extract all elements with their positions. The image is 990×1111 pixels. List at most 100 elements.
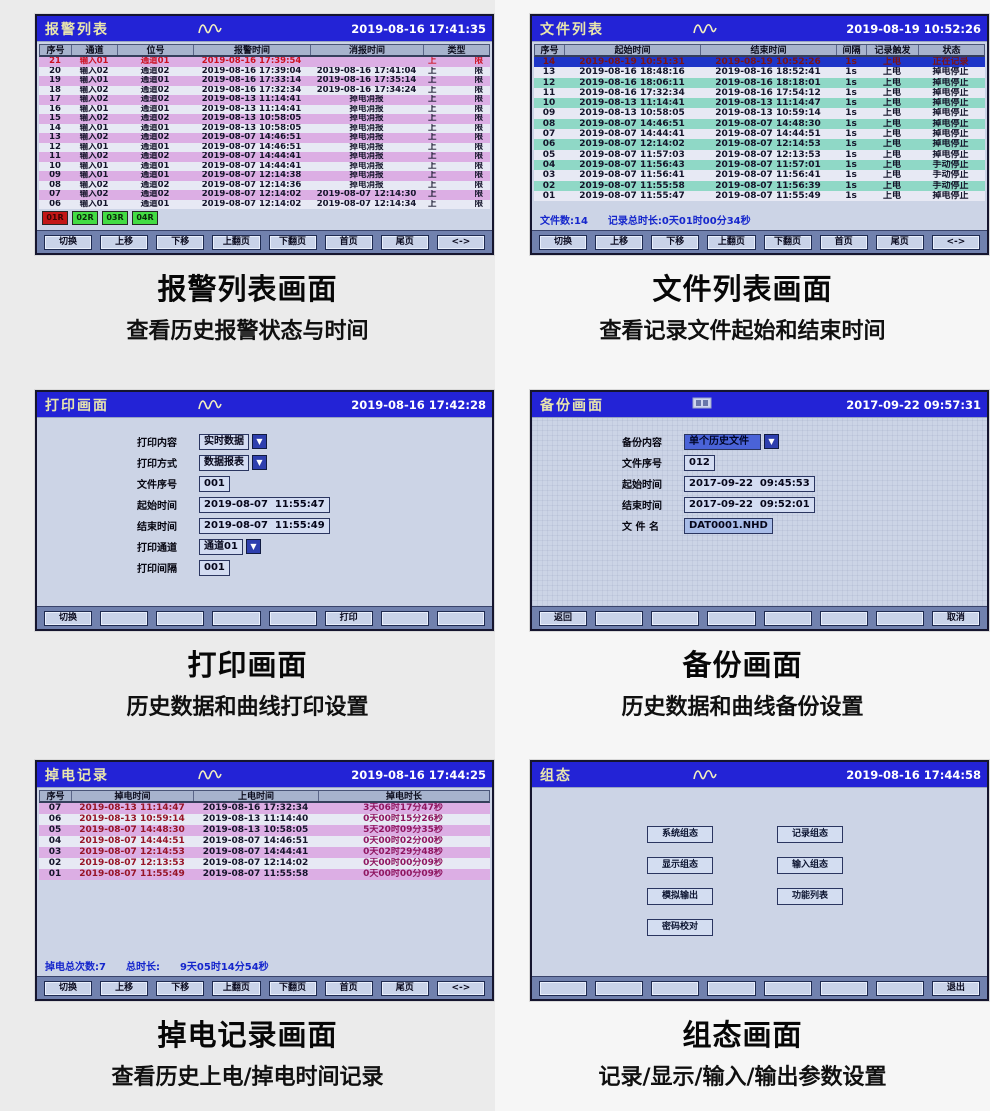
file-row[interactable]: 13 2019-08-16 18:48:16 2019-08-16 18:52:… xyxy=(534,67,985,78)
function-button[interactable]: 切换 xyxy=(44,980,93,996)
function-button[interactable]: 上翻页 xyxy=(212,234,261,250)
function-button[interactable]: 取消 xyxy=(931,610,980,626)
file-row[interactable]: 06 2019-08-07 12:14:02 2019-08-07 12:14:… xyxy=(534,139,985,150)
alarm-row[interactable]: 10 输入01 通道01 2019-08-07 14:44:41 掉电消报 上限 xyxy=(39,161,490,171)
field-value[interactable]: 001 xyxy=(199,475,230,492)
function-button[interactable] xyxy=(380,610,429,626)
file-row[interactable]: 04 2019-08-07 11:56:43 2019-08-07 11:57:… xyxy=(534,159,985,171)
alarm-row[interactable]: 11 输入02 通道02 2019-08-07 14:44:41 掉电消报 上限 xyxy=(39,152,490,162)
function-button[interactable]: 下翻页 xyxy=(763,234,812,250)
config-menu-button[interactable]: 显示组态 xyxy=(647,857,713,874)
function-button[interactable]: 上移 xyxy=(100,234,149,250)
file-row[interactable]: 09 2019-08-13 10:58:05 2019-08-13 10:59:… xyxy=(534,108,985,119)
function-button[interactable] xyxy=(651,610,700,626)
config-menu-button[interactable]: 密码校对 xyxy=(647,919,713,936)
alarm-row[interactable]: 18 输入02 通道02 2019-08-16 17:32:34 2019-08… xyxy=(39,85,490,95)
alarm-row[interactable]: 20 输入02 通道02 2019-08-16 17:39:04 2019-08… xyxy=(39,66,490,76)
function-button[interactable]: 退出 xyxy=(931,980,980,996)
function-button[interactable]: 切换 xyxy=(539,234,588,250)
config-menu-button[interactable]: 记录组态 xyxy=(777,826,843,843)
field-value[interactable]: 2017-09-22 09:45:53 xyxy=(684,475,815,492)
file-row[interactable]: 05 2019-08-07 11:57:03 2019-08-07 12:13:… xyxy=(534,149,985,160)
file-row[interactable]: 02 2019-08-07 11:55:58 2019-08-07 11:56:… xyxy=(534,180,985,191)
function-button[interactable] xyxy=(763,610,812,626)
config-menu-button[interactable]: 模拟输出 xyxy=(647,888,713,905)
function-button[interactable] xyxy=(539,980,588,996)
file-row[interactable]: 11 2019-08-16 17:32:34 2019-08-16 17:54:… xyxy=(534,87,985,99)
power-row[interactable]: 06 2019-08-13 10:59:14 2019-08-13 11:14:… xyxy=(39,814,490,825)
alarm-row[interactable]: 06 输入01 通道01 2019-08-07 12:14:02 2019-08… xyxy=(39,199,490,209)
dropdown-arrow-icon[interactable]: ▼ xyxy=(252,434,267,449)
file-row[interactable]: 07 2019-08-07 14:44:41 2019-08-07 14:44:… xyxy=(534,129,985,140)
function-button[interactable]: 首页 xyxy=(324,234,373,250)
function-button[interactable]: 上移 xyxy=(100,980,149,996)
function-button[interactable]: <-> xyxy=(931,234,980,250)
function-button[interactable]: 下翻页 xyxy=(268,980,317,996)
dropdown-arrow-icon[interactable]: ▼ xyxy=(252,455,267,470)
field-value[interactable]: 001 xyxy=(199,559,230,576)
function-button[interactable]: 切换 xyxy=(44,234,93,250)
function-button[interactable]: 上翻页 xyxy=(707,234,756,250)
function-button[interactable] xyxy=(156,610,205,626)
dropdown-arrow-icon[interactable]: ▼ xyxy=(763,434,779,449)
file-row[interactable]: 08 2019-08-07 14:46:51 2019-08-07 14:48:… xyxy=(534,118,985,130)
alarm-row[interactable]: 07 输入02 通道02 2019-08-07 12:14:02 2019-08… xyxy=(39,190,490,200)
function-button[interactable]: 上移 xyxy=(595,234,644,250)
config-menu-button[interactable]: 系统组态 xyxy=(647,826,713,843)
function-button[interactable] xyxy=(707,610,756,626)
power-row[interactable]: 03 2019-08-07 12:14:53 2019-08-07 14:44:… xyxy=(39,847,490,858)
function-button[interactable]: 首页 xyxy=(819,234,868,250)
function-button[interactable] xyxy=(268,610,317,626)
power-row[interactable]: 05 2019-08-07 14:48:30 2019-08-13 10:58:… xyxy=(39,825,490,836)
function-button[interactable]: 首页 xyxy=(324,980,373,996)
file-row[interactable]: 03 2019-08-07 11:56:41 2019-08-07 11:56:… xyxy=(534,170,985,181)
alarm-row[interactable]: 09 输入01 通道01 2019-08-07 12:14:38 掉电消报 上限 xyxy=(39,171,490,181)
power-row[interactable]: 02 2019-08-07 12:13:53 2019-08-07 12:14:… xyxy=(39,858,490,869)
function-button[interactable]: 下移 xyxy=(651,234,700,250)
function-button[interactable]: <-> xyxy=(436,234,485,250)
file-row[interactable]: 01 2019-08-07 11:55:47 2019-08-07 11:55:… xyxy=(534,190,985,202)
alarm-row[interactable]: 16 输入01 通道01 2019-08-13 11:14:41 掉电消报 上限 xyxy=(39,104,490,114)
function-button[interactable]: 下移 xyxy=(156,234,205,250)
function-button[interactable] xyxy=(595,980,644,996)
alarm-row[interactable]: 13 输入02 通道02 2019-08-07 14:46:51 掉电消报 上限 xyxy=(39,133,490,143)
function-button[interactable] xyxy=(819,610,868,626)
function-button[interactable] xyxy=(651,980,700,996)
alarm-row[interactable]: 21 输入01 通道01 2019-08-16 17:39:54 上限 xyxy=(39,57,490,67)
field-value[interactable]: 通道01 xyxy=(199,538,243,555)
field-value[interactable]: 2019-08-07 11:55:49 xyxy=(199,517,330,534)
alarm-row[interactable]: 15 输入02 通道02 2019-08-13 10:58:05 掉电消报 上限 xyxy=(39,114,490,124)
file-row[interactable]: 14 2019-08-19 10:51:31 2019-08-19 10:52:… xyxy=(534,57,985,68)
field-value[interactable]: 2019-08-07 11:55:47 xyxy=(199,496,330,513)
function-button[interactable]: 上翻页 xyxy=(212,980,261,996)
function-button[interactable]: <-> xyxy=(436,980,485,996)
function-button[interactable]: 切换 xyxy=(44,610,93,626)
power-row[interactable]: 01 2019-08-07 11:55:49 2019-08-07 11:55:… xyxy=(39,869,490,880)
function-button[interactable]: 下移 xyxy=(156,980,205,996)
function-button[interactable]: 尾页 xyxy=(380,234,429,250)
function-button[interactable] xyxy=(436,610,485,626)
field-value[interactable]: DAT0001.NHD xyxy=(684,517,773,534)
alarm-row[interactable]: 14 输入01 通道01 2019-08-13 10:58:05 掉电消报 上限 xyxy=(39,123,490,133)
dropdown-arrow-icon[interactable]: ▼ xyxy=(245,539,261,554)
function-button[interactable] xyxy=(875,610,924,626)
alarm-row[interactable]: 08 输入02 通道02 2019-08-07 12:14:36 掉电消报 上限 xyxy=(39,180,490,190)
alarm-row[interactable]: 12 输入01 通道01 2019-08-07 14:46:51 掉电消报 上限 xyxy=(39,142,490,152)
field-value[interactable]: 2017-09-22 09:52:01 xyxy=(684,496,815,513)
function-button[interactable] xyxy=(819,980,868,996)
function-button[interactable] xyxy=(100,610,149,626)
power-row[interactable]: 07 2019-08-13 11:14:47 2019-08-16 17:32:… xyxy=(39,803,490,814)
function-button[interactable] xyxy=(707,980,756,996)
function-button[interactable]: 打印 xyxy=(324,610,373,626)
function-button[interactable] xyxy=(595,610,644,626)
alarm-row[interactable]: 17 输入02 通道02 2019-08-13 11:14:41 掉电消报 上限 xyxy=(39,95,490,105)
function-button[interactable] xyxy=(763,980,812,996)
field-value[interactable]: 012 xyxy=(684,454,715,471)
function-button[interactable] xyxy=(875,980,924,996)
function-button[interactable] xyxy=(212,610,261,626)
config-menu-button[interactable]: 功能列表 xyxy=(777,888,843,905)
file-row[interactable]: 12 2019-08-16 18:06:11 2019-08-16 18:18:… xyxy=(534,77,985,88)
function-button[interactable]: 下翻页 xyxy=(268,234,317,250)
alarm-row[interactable]: 19 输入01 通道01 2019-08-16 17:33:14 2019-08… xyxy=(39,76,490,86)
function-button[interactable]: 返回 xyxy=(539,610,588,626)
